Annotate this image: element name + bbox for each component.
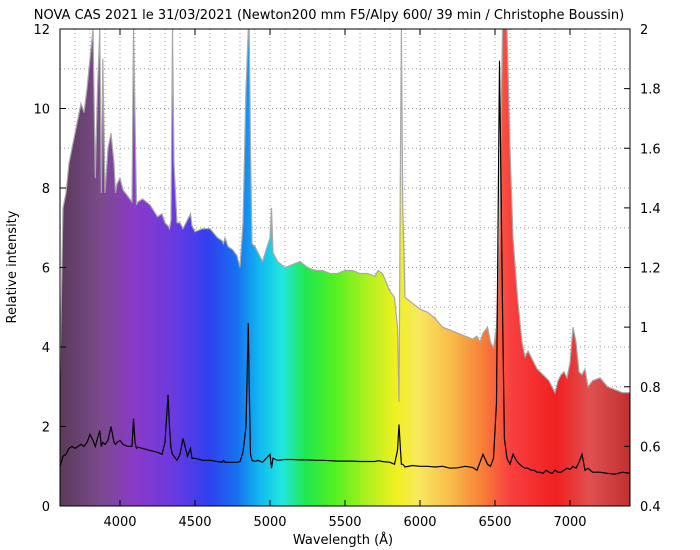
y-right-tick-label: 2 [640, 23, 648, 38]
intensity-line-path [60, 60, 630, 475]
x-tick-label: 4000 [103, 515, 136, 530]
spectrum-fill [60, 29, 630, 506]
y-axis-label: Relative intensity [5, 210, 20, 323]
y-right-tick-label: 0.8 [640, 381, 661, 396]
x-tick-label: 6500 [478, 515, 511, 530]
chart-title: NOVA CAS 2021 le 31/03/2021 (Newton200 m… [34, 8, 624, 23]
y-right-tick-label: 1.6 [640, 142, 661, 157]
y-right-tick-label: 1.4 [640, 202, 661, 217]
y-axis-left: 0 2 4 6 8 10 12 [33, 23, 66, 515]
x-tick-label: 5500 [328, 515, 361, 530]
x-tick-label: 5000 [253, 515, 286, 530]
y-left-tick-label: 2 [42, 421, 50, 436]
y-right-tick-label: 0.6 [640, 440, 661, 455]
y-left-tick-label: 6 [42, 262, 50, 277]
intensity-line [60, 60, 630, 475]
x-tick-label: 4500 [178, 515, 211, 530]
x-tick-label: 7000 [553, 515, 586, 530]
y-left-tick-label: 4 [42, 341, 50, 356]
y-left-tick-label: 8 [42, 182, 50, 197]
y-right-tick-label: 1 [640, 321, 648, 336]
x-tick-label: 6000 [403, 515, 436, 530]
y-axis-right: 0.4 0.6 0.8 1 1.2 1.4 1.6 1.8 2 [624, 23, 661, 515]
x-axis-label: Wavelength (Å) [293, 532, 393, 548]
x-axis: 4000 4500 5000 5500 6000 6500 7000 [103, 29, 587, 530]
y-right-tick-label: 1.8 [640, 83, 661, 98]
spectrum-outline [60, 29, 630, 402]
y-right-tick-label: 1.2 [640, 262, 661, 277]
y-left-tick-label: 0 [42, 500, 50, 515]
y-left-tick-label: 10 [33, 103, 50, 118]
spectrum-area [60, 29, 630, 506]
y-right-tick-label: 0.4 [640, 500, 661, 515]
y-left-tick-label: 12 [33, 23, 50, 38]
